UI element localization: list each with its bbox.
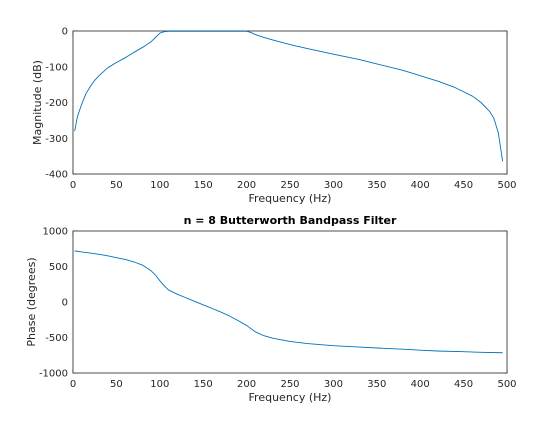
phase-y-tick-label: 0 bbox=[62, 298, 68, 309]
phase-x-tick-label: 300 bbox=[324, 379, 343, 390]
phase-x-tick-label: 450 bbox=[454, 379, 473, 390]
magnitude-y-axis-label: Magnitude (dB) bbox=[31, 60, 44, 145]
magnitude-x-tick-label: 450 bbox=[454, 180, 473, 191]
magnitude-x-tick-label: 100 bbox=[150, 180, 169, 191]
magnitude-x-axis-label: Frequency (Hz) bbox=[249, 192, 332, 205]
phase-chart-title: n = 8 Butterworth Bandpass Filter bbox=[184, 214, 397, 227]
phase-y-tick-label: 1000 bbox=[43, 227, 68, 238]
magnitude-x-tick-label: 0 bbox=[70, 180, 76, 191]
phase-x-tick-label: 0 bbox=[70, 379, 76, 390]
magnitude-x-tick-label: 350 bbox=[367, 180, 386, 191]
phase-y-axis-label: Phase (degrees) bbox=[25, 257, 38, 346]
magnitude-x-tick-label: 500 bbox=[497, 180, 516, 191]
phase-y-tick-label: 500 bbox=[49, 262, 68, 273]
phase-x-tick-label: 400 bbox=[411, 379, 430, 390]
phase-x-tick-label: 250 bbox=[280, 379, 299, 390]
phase-y-tick-label: -1000 bbox=[39, 369, 68, 380]
magnitude-y-tick-label: -300 bbox=[45, 134, 68, 145]
magnitude-y-tick-label: -400 bbox=[45, 170, 68, 181]
phase-x-axis-label: Frequency (Hz) bbox=[249, 391, 332, 404]
phase-x-tick-label: 350 bbox=[367, 379, 386, 390]
magnitude-x-tick-label: 50 bbox=[110, 180, 123, 191]
phase-y-tick-label: -500 bbox=[45, 333, 68, 344]
magnitude-y-tick-label: -200 bbox=[45, 98, 68, 109]
magnitude-x-tick-label: 200 bbox=[237, 180, 256, 191]
phase-x-tick-label: 200 bbox=[237, 379, 256, 390]
magnitude-x-tick-label: 150 bbox=[194, 180, 213, 191]
phase-x-tick-label: 500 bbox=[497, 379, 516, 390]
phase-axes-box bbox=[72, 230, 508, 374]
magnitude-axes-box bbox=[72, 30, 508, 175]
magnitude-x-tick-label: 300 bbox=[324, 180, 343, 191]
phase-series-line bbox=[74, 250, 503, 354]
magnitude-y-tick-label: 0 bbox=[62, 27, 68, 38]
phase-x-tick-label: 50 bbox=[110, 379, 123, 390]
magnitude-x-tick-label: 400 bbox=[411, 180, 430, 191]
phase-x-tick-label: 150 bbox=[194, 379, 213, 390]
magnitude-x-tick-label: 250 bbox=[280, 180, 299, 191]
magnitude-series-line bbox=[74, 30, 504, 162]
phase-x-tick-label: 100 bbox=[150, 379, 169, 390]
magnitude-y-tick-label: -100 bbox=[45, 62, 68, 73]
